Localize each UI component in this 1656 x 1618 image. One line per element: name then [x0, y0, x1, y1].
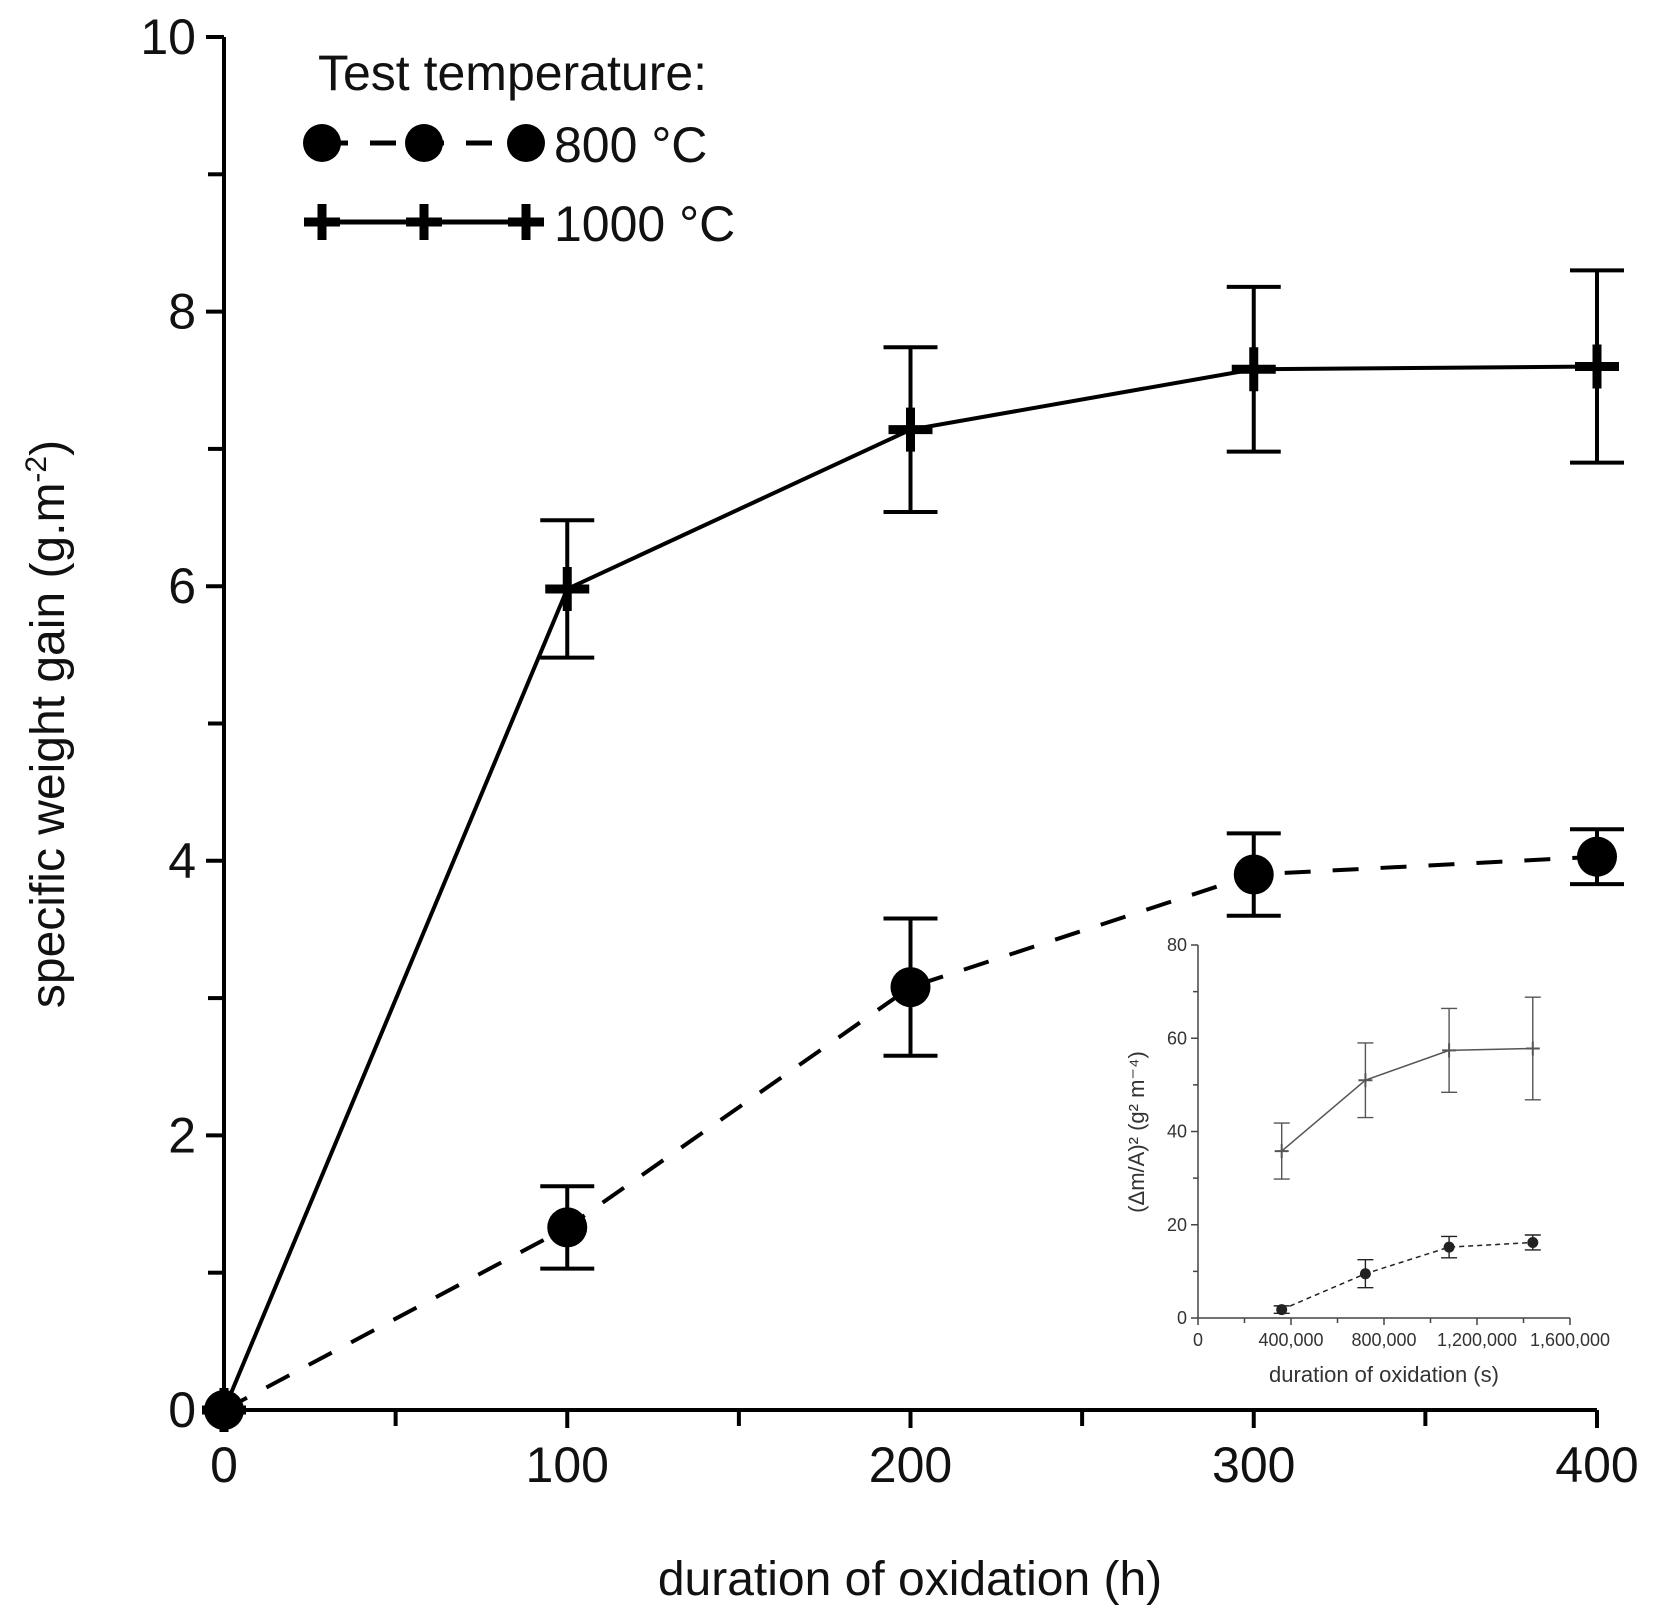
main-y-tick-label-5: 10	[140, 9, 196, 65]
main-x-tick-label-3: 300	[1212, 1437, 1295, 1493]
main-point-800-3	[1233, 854, 1274, 895]
main-y-axis-label: specific weight gain (g.m-2)	[20, 440, 75, 1008]
legend-800-marker-2	[405, 124, 443, 162]
main-x-tick-label-0: 0	[210, 1437, 238, 1493]
legend-800-marker-3	[507, 124, 545, 162]
inset-x-tick-label-1: 400,000	[1258, 1330, 1323, 1350]
main-point-800-2	[890, 967, 931, 1008]
main-series-line-800	[223, 854, 1598, 1412]
legend: Test temperature: 800 °C 1000 °C	[303, 45, 735, 252]
main-y-tick-label-0: 0	[168, 1382, 196, 1438]
main-x-tick-label-1: 100	[526, 1437, 609, 1493]
main-y-tick-label-1: 2	[168, 1107, 196, 1163]
legend-title: Test temperature:	[318, 45, 707, 101]
legend-1000-sample	[304, 204, 544, 240]
inset-x-axis-label: duration of oxidation (s)	[1269, 1362, 1499, 1387]
legend-1000-label: 1000 °C	[554, 196, 735, 252]
main-y-axis-label-close: )	[22, 440, 75, 456]
inset-point-1000-1	[1358, 1073, 1373, 1088]
inset-point-1000-2	[1442, 1043, 1457, 1058]
main-point-800-1	[547, 1207, 588, 1248]
inset-series-line-1000	[1281, 1047, 1533, 1152]
inset-y-axis-label: (Δm/A)² (g² m⁻⁴)	[1124, 1051, 1149, 1213]
main-point-800-4	[1577, 836, 1617, 877]
main-y-tick-label-4: 8	[168, 284, 196, 340]
inset-x-tick-label-2: 800,000	[1351, 1330, 1416, 1350]
main-y-tick-label-2: 4	[168, 833, 196, 889]
main-x-tick-label-2: 200	[869, 1437, 952, 1493]
main-y-tick-label-3: 6	[168, 558, 196, 614]
inset-x-tick-label-0: 0	[1193, 1330, 1203, 1350]
main-point-1000-2	[888, 407, 933, 452]
inset-y-tick-label-4: 80	[1167, 935, 1187, 955]
inset-x-tick-label-4: 1,600,000	[1530, 1330, 1610, 1350]
legend-800-sample	[303, 124, 545, 162]
main-y-axis-label-superscript: -2	[20, 456, 53, 483]
main-x-axis-label: duration of oxidation (h)	[658, 1553, 1162, 1606]
inset-y-tick-label-1: 20	[1167, 1215, 1187, 1235]
legend-1000-marker-2	[406, 204, 442, 240]
inset-plot: 0 400,000 800,000 1,200,000 1,600,000 0 20 40 60…	[1124, 935, 1610, 1387]
main-series	[202, 268, 1624, 1432]
inset-y-tick-label-0: 0	[1177, 1308, 1187, 1328]
inset-point-800-3	[1527, 1236, 1539, 1248]
legend-800-marker-1	[303, 124, 341, 162]
main-point-1000-4	[1575, 344, 1619, 389]
main-y-axis-label-text: specific weight gain (g.m	[22, 483, 75, 1009]
main-x-tick-label-4: 400	[1555, 1437, 1638, 1493]
inset-point-1000-0	[1274, 1144, 1289, 1159]
main-point-1000-1	[545, 566, 590, 611]
inset-series	[1273, 996, 1541, 1316]
inset-series-line-800	[1281, 1241, 1533, 1311]
inset-y-tick-label-2: 40	[1167, 1122, 1187, 1142]
inset-x-tick-label-3: 1,200,000	[1437, 1330, 1517, 1350]
main-point-1000-0	[202, 1388, 246, 1432]
inset-point-800-2	[1443, 1241, 1455, 1253]
main-point-1000-3	[1231, 347, 1276, 392]
legend-800-label: 800 °C	[554, 117, 707, 173]
legend-1000-marker-1	[304, 204, 340, 240]
inset-y-tick-label-3: 60	[1167, 1028, 1187, 1048]
inset-point-800-1	[1359, 1268, 1371, 1280]
inset-point-800-0	[1276, 1304, 1288, 1316]
legend-1000-marker-3	[508, 204, 544, 240]
inset-point-1000-3	[1525, 1041, 1540, 1056]
inset-ticks: 0 400,000 800,000 1,200,000 1,600,000 0 20 40 60…	[1167, 935, 1610, 1350]
